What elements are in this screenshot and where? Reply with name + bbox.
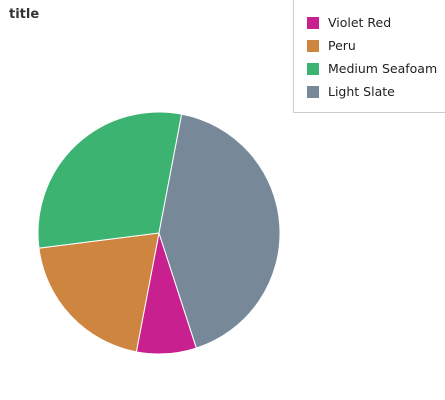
legend-label: Medium Seafoam [328, 61, 438, 76]
pie-slice-light-slate [158, 113, 281, 349]
pie-slice-medium-seafoam [37, 111, 183, 249]
legend-item-light-slate: Light Slate [307, 80, 445, 103]
legend-swatch [307, 62, 319, 75]
legend-label: Light Slate [328, 84, 395, 99]
legend-label: Violet Red [328, 15, 392, 30]
legend-swatch [307, 85, 319, 98]
legend-swatch [307, 39, 319, 52]
legend-item-medium-seafoam: Medium Seafoam [307, 57, 445, 80]
legend-swatch [307, 16, 319, 29]
legend: Violet Red Peru Medium Seafoam Light Slate [293, 0, 445, 113]
legend-item-peru: Peru [307, 34, 445, 57]
legend-label: Peru [328, 38, 356, 53]
legend-item-violet-red: Violet Red [307, 11, 445, 34]
pie-slice-peru [38, 232, 160, 353]
chart-title: title [9, 7, 40, 22]
